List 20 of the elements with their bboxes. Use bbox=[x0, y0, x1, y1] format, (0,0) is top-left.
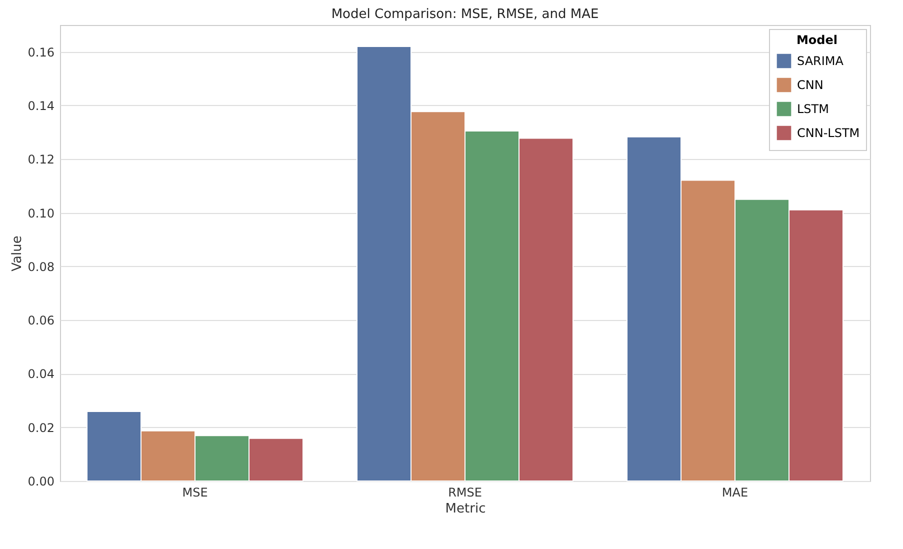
legend-label: LSTM bbox=[797, 102, 829, 116]
y-tick-label: 0.08 bbox=[28, 260, 54, 274]
legend-label: CNN bbox=[797, 78, 824, 92]
x-tick-label: MSE bbox=[182, 486, 208, 500]
y-tick-label: 0.14 bbox=[28, 98, 54, 113]
x-tick-label: RMSE bbox=[448, 486, 482, 500]
legend-title: Model bbox=[796, 33, 838, 47]
y-tick-label: 0.12 bbox=[28, 152, 54, 167]
y-tick-label: 0.16 bbox=[28, 45, 54, 60]
legend-label: CNN-LSTM bbox=[797, 126, 860, 140]
x-tick-label: MAE bbox=[722, 486, 748, 500]
legend-label: SARIMA bbox=[797, 54, 844, 68]
y-tick-label: 0.00 bbox=[28, 474, 54, 488]
y-tick-label: 0.06 bbox=[28, 314, 54, 328]
x-axis-title: Metric bbox=[445, 502, 486, 516]
y-tick-label: 0.10 bbox=[28, 206, 54, 220]
y-axis-title: Value bbox=[10, 236, 25, 272]
chart-title: Model Comparison: MSE, RMSE, and MAE bbox=[331, 7, 599, 22]
y-tick-label: 0.02 bbox=[28, 420, 54, 435]
y-tick-label: 0.04 bbox=[28, 367, 54, 382]
